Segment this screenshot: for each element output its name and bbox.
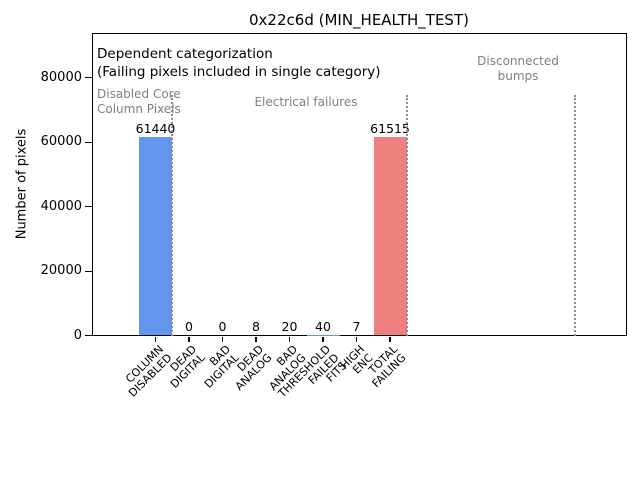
x-tick-mark — [154, 336, 157, 342]
x-tick-mark — [221, 336, 224, 342]
group-separator-line — [405, 95, 408, 336]
bar — [139, 137, 172, 336]
annotation-failing-pixels-note: (Failing pixels included in single categ… — [97, 64, 381, 80]
group-separator-line — [574, 95, 576, 336]
y-tick-label: 80000 — [40, 69, 82, 85]
chart-title: 0x22c6d (MIN_HEALTH_TEST) — [249, 11, 469, 29]
x-tick-mark — [355, 336, 358, 342]
x-tick-mark — [288, 336, 291, 342]
group-separator-line — [171, 95, 173, 336]
bar-value-label: 40 — [315, 318, 331, 334]
bar-value-label: 8 — [252, 318, 260, 334]
bar-value-label: 20 — [281, 318, 298, 334]
annotation-group-disabled-core: Disabled Core Column Pixels — [97, 87, 181, 116]
bar-value-label: 0 — [218, 319, 227, 334]
x-tick-mark — [322, 336, 324, 342]
y-tick-label: 20000 — [40, 263, 82, 278]
y-tick-label: 40000 — [40, 198, 82, 214]
y-tick-mark — [85, 335, 92, 337]
y-tick-mark — [85, 206, 92, 208]
y-tick-mark — [85, 270, 92, 272]
x-tick-mark — [389, 336, 391, 342]
x-tick-mark — [188, 336, 190, 342]
bar-value-label: 7 — [352, 318, 361, 334]
y-tick-mark — [85, 77, 92, 79]
annotation-group-disconnected-bumps: Disconnected bumps — [477, 54, 559, 83]
plot-area-frame — [92, 33, 627, 336]
annotation-group-electrical-failures: Electrical failures — [254, 95, 358, 109]
bar-value-label: 0 — [185, 319, 193, 334]
y-tick-label: 0 — [73, 327, 82, 343]
bar — [373, 137, 407, 336]
bar-value-label: 61515 — [370, 120, 410, 136]
x-tick-label-text: TOTAL FAILING — [366, 342, 409, 390]
bar-value-label: 61440 — [135, 120, 176, 136]
y-tick-label: 60000 — [40, 134, 82, 149]
annotation-dependent-categorization: Dependent categorization — [97, 46, 273, 62]
x-tick-mark — [255, 336, 257, 342]
y-tick-mark — [85, 141, 92, 143]
